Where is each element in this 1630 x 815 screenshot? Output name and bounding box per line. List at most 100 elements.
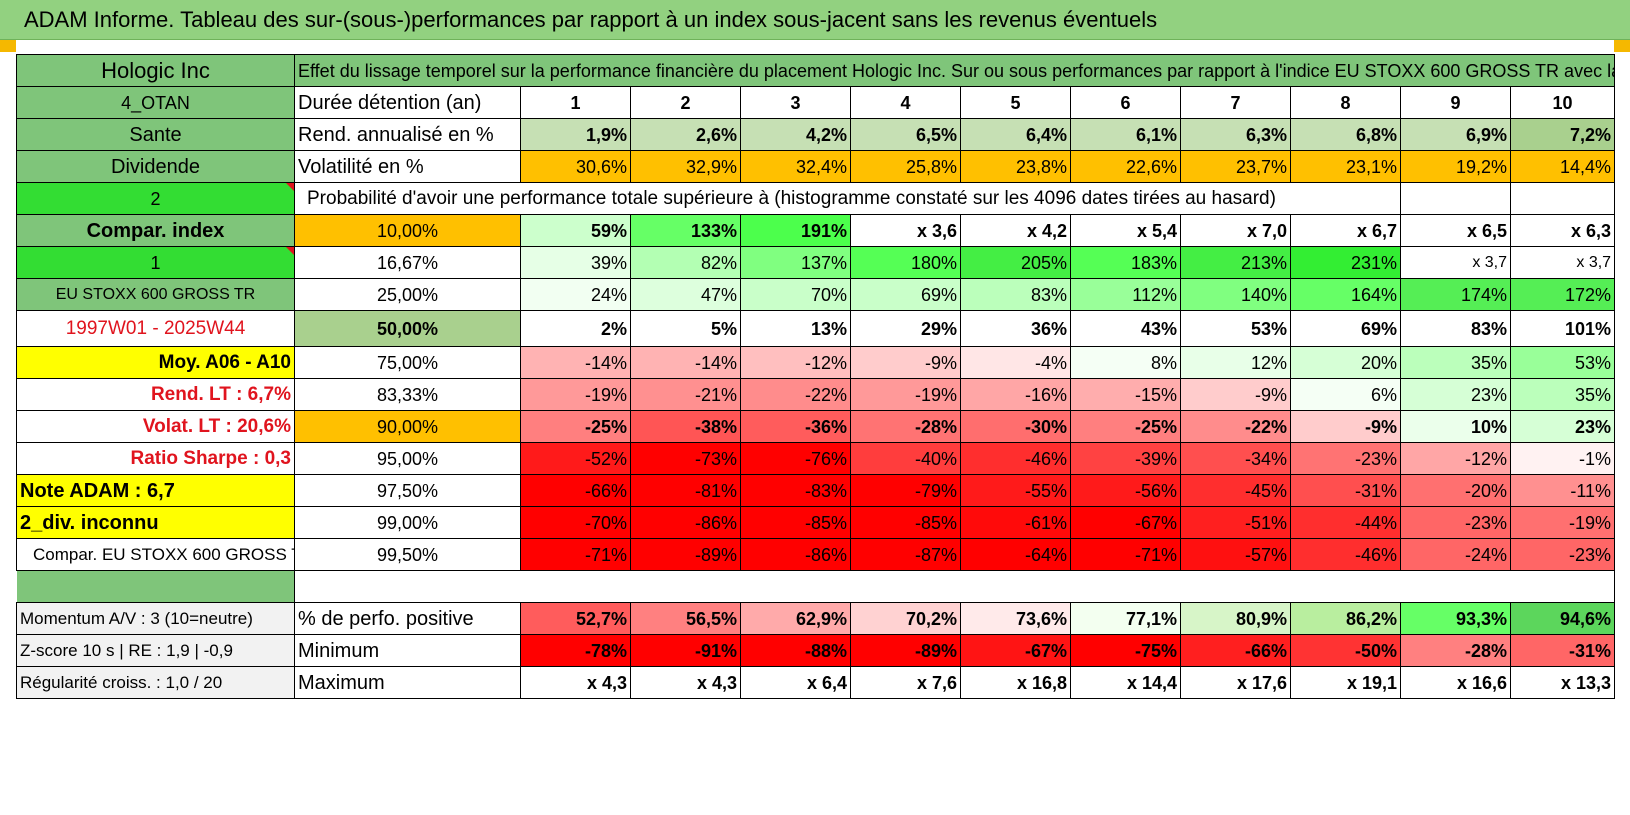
summary-cell: 93,3% (1400, 602, 1511, 635)
percentile-cell: 25,00% (294, 278, 521, 311)
side-label-sector: 4_OTAN (16, 86, 295, 119)
performance-cell: 231% (1290, 246, 1401, 279)
side-label: 1 (16, 246, 295, 279)
performance-cell: -76% (740, 442, 851, 475)
performance-cell: -85% (850, 506, 961, 539)
performance-cell: 69% (1290, 310, 1401, 347)
corner-marker (0, 40, 16, 52)
performance-cell: 59% (520, 214, 631, 247)
row-rend-value: 6,9% (1400, 118, 1511, 151)
row-vol-value: 25,8% (850, 150, 961, 183)
side-label: Volat. LT : 20,6% (16, 410, 295, 443)
summary-label: Maximum (294, 666, 521, 699)
summary-cell: 86,2% (1290, 602, 1401, 635)
summary-cell: 94,6% (1509, 602, 1616, 635)
performance-cell: -51% (1180, 506, 1291, 539)
performance-cell: -1% (1509, 442, 1616, 475)
performance-cell: 137% (740, 246, 851, 279)
performance-cell: -57% (1180, 538, 1291, 571)
performance-cell: 183% (1070, 246, 1181, 279)
performance-cell: 82% (630, 246, 741, 279)
summary-cell: -50% (1290, 634, 1401, 667)
performance-cell: -36% (740, 410, 851, 443)
row-rend-value: 6,4% (960, 118, 1071, 151)
performance-cell: -19% (850, 378, 961, 411)
spacer-cell (16, 570, 295, 603)
row-vol-value: 32,9% (630, 150, 741, 183)
summary-cell: x 16,6 (1400, 666, 1511, 699)
performance-cell: -19% (1509, 506, 1616, 539)
row-vol-value: 22,6% (1070, 150, 1181, 183)
summary-cell: x 6,4 (740, 666, 851, 699)
performance-cell: -23% (1509, 538, 1616, 571)
summary-cell: 80,9% (1180, 602, 1291, 635)
performance-cell: -61% (960, 506, 1071, 539)
percentile-cell: 97,50% (294, 474, 521, 507)
performance-cell: 6% (1290, 378, 1401, 411)
performance-cell: -12% (740, 346, 851, 379)
row-rend-value: 7,2% (1509, 118, 1616, 151)
summary-cell: x 19,1 (1290, 666, 1401, 699)
percentile-cell: 99,50% (294, 538, 521, 571)
row-dur-value: 9 (1400, 86, 1511, 119)
performance-cell: -9% (1180, 378, 1291, 411)
summary-side-label: Régularité croiss. : 1,0 / 20 (16, 666, 295, 699)
performance-cell: x 3,7 (1400, 246, 1511, 279)
summary-cell: x 4,3 (630, 666, 741, 699)
performance-cell: -55% (960, 474, 1071, 507)
summary-cell: -66% (1180, 634, 1291, 667)
side-label: 2_div. inconnu (16, 506, 295, 539)
row-rend-value: 6,5% (850, 118, 961, 151)
percentile-cell: 75,00% (294, 346, 521, 379)
performance-cell: -31% (1290, 474, 1401, 507)
summary-cell: x 4,3 (520, 666, 631, 699)
performance-cell: -89% (630, 538, 741, 571)
row-dur-value: 8 (1290, 86, 1401, 119)
percentile-cell: 10,00% (294, 214, 521, 247)
spacer-cell (293, 570, 1616, 603)
summary-cell: x 17,6 (1180, 666, 1291, 699)
performance-cell: -34% (1180, 442, 1291, 475)
performance-cell: -73% (630, 442, 741, 475)
performance-cell: 174% (1400, 278, 1511, 311)
performance-cell: 164% (1290, 278, 1401, 311)
performance-cell: -81% (630, 474, 741, 507)
performance-cell: -23% (1400, 506, 1511, 539)
performance-cell: -66% (520, 474, 631, 507)
row-vol-value: 23,1% (1290, 150, 1401, 183)
performance-cell: 101% (1509, 310, 1616, 347)
performance-cell: -14% (520, 346, 631, 379)
performance-cell: -28% (850, 410, 961, 443)
side-label: Compar. EU STOXX 600 GROSS TR (16, 538, 295, 571)
performance-cell: -87% (850, 538, 961, 571)
performance-cell: 5% (630, 310, 741, 347)
performance-cell: 13% (740, 310, 851, 347)
performance-cell: 36% (960, 310, 1071, 347)
performance-cell: 23% (1509, 410, 1616, 443)
summary-cell: 73,6% (960, 602, 1071, 635)
performance-cell: -9% (850, 346, 961, 379)
rend-label: Rend. annualisé en % (294, 118, 521, 151)
performance-cell: -4% (960, 346, 1071, 379)
side-label-industry: Sante (16, 118, 295, 151)
summary-cell: 52,7% (520, 602, 631, 635)
row-dur-value: 1 (520, 86, 631, 119)
row-dur-value: 10 (1509, 86, 1616, 119)
performance-cell: 2% (520, 310, 631, 347)
performance-cell: -86% (630, 506, 741, 539)
performance-cell: -71% (1070, 538, 1181, 571)
performance-cell: -30% (960, 410, 1071, 443)
performance-cell: x 3,7 (1509, 246, 1616, 279)
performance-cell: 205% (960, 246, 1071, 279)
row-rend-value: 2,6% (630, 118, 741, 151)
performance-cell: 47% (630, 278, 741, 311)
performance-cell: 191% (740, 214, 851, 247)
performance-cell: x 6,5 (1400, 214, 1511, 247)
summary-side-label: Z-score 10 s | RE : 1,9 | -0,9 (16, 634, 295, 667)
summary-cell: -28% (1400, 634, 1511, 667)
performance-cell: -52% (520, 442, 631, 475)
performance-cell: -83% (740, 474, 851, 507)
performance-cell: -25% (520, 410, 631, 443)
row-rend-value: 6,1% (1070, 118, 1181, 151)
